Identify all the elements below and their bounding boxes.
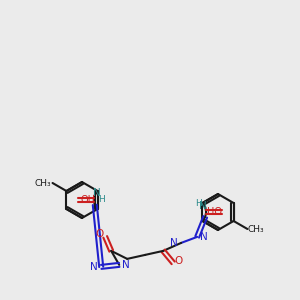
- Text: CH₃: CH₃: [34, 178, 51, 188]
- Text: O: O: [95, 229, 103, 239]
- Text: HO: HO: [207, 207, 222, 217]
- Text: N: N: [200, 232, 208, 242]
- Text: H: H: [195, 199, 202, 208]
- Text: N: N: [122, 260, 130, 270]
- Text: O: O: [174, 256, 182, 266]
- Text: N: N: [93, 188, 101, 198]
- Text: N: N: [170, 238, 178, 248]
- Text: H: H: [98, 195, 105, 204]
- Text: N: N: [90, 262, 98, 272]
- Text: N: N: [199, 201, 207, 211]
- Text: CH₃: CH₃: [247, 224, 264, 233]
- Text: OH: OH: [80, 195, 95, 205]
